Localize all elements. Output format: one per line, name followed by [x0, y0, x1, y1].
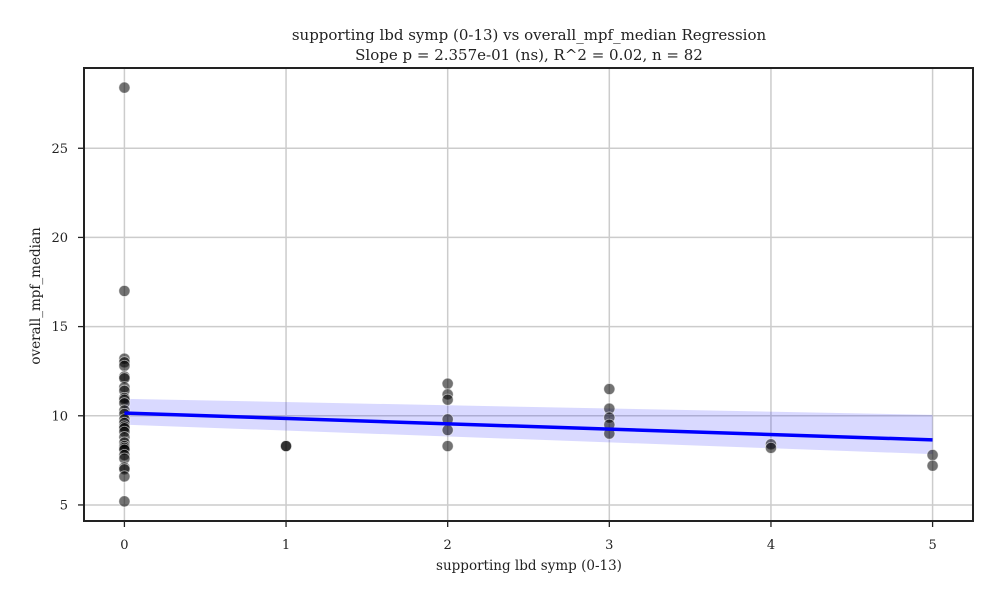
chart-subtitle: Slope p = 2.357e-01 (ns), R^2 = 0.02, n …: [355, 46, 703, 64]
data-point: [118, 495, 131, 508]
data-point: [441, 440, 454, 453]
data-point: [441, 424, 454, 437]
x-tick-label: 0: [120, 538, 128, 553]
y-tick-label: 5: [60, 498, 68, 513]
data-point: [280, 440, 293, 453]
y-tick-label: 20: [51, 231, 68, 246]
data-point: [441, 393, 454, 406]
x-tick-label: 4: [767, 538, 775, 553]
x-tick-label: 3: [605, 538, 613, 553]
data-point: [441, 377, 454, 390]
data-point: [926, 459, 939, 472]
x-axis-label: supporting lbd symp (0-13): [436, 558, 622, 574]
regression-line: [124, 411, 933, 442]
y-tick-label: 25: [51, 142, 68, 157]
x-tick-label: 1: [282, 538, 290, 553]
data-point: [926, 449, 939, 462]
data-point: [118, 470, 131, 483]
x-tick-label: 2: [444, 538, 452, 553]
regression-line-layer: [124, 411, 933, 442]
chart-title: supporting lbd symp (0-13) vs overall_mp…: [292, 26, 767, 44]
data-point: [603, 383, 616, 396]
axes: 0 1 2 3 4 5 5 10 15 20 25: [51, 67, 974, 553]
y-tick-label: 10: [51, 409, 68, 424]
grid: [84, 68, 973, 521]
y-axis-label: overall_mpf_median: [28, 227, 44, 365]
plot-frame: [83, 67, 974, 522]
y-tick-label: 15: [51, 320, 68, 335]
data-point: [118, 284, 131, 297]
data-point: [118, 359, 131, 372]
data-point: [118, 81, 131, 94]
x-tick-label: 5: [928, 538, 936, 553]
data-point: [764, 441, 777, 454]
scatter-points: [118, 81, 939, 508]
